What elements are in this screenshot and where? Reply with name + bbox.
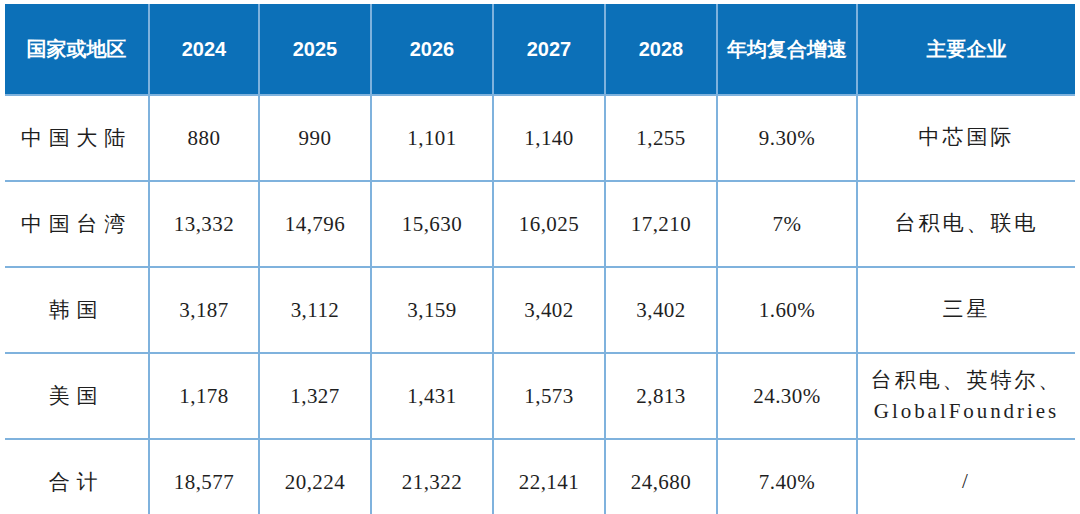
value-cell: 1,573 xyxy=(493,353,605,439)
value-cell: 3,187 xyxy=(149,267,259,353)
cagr-cell: 24.30% xyxy=(717,353,857,439)
value-cell: 2,813 xyxy=(605,353,717,439)
value-cell: 1,431 xyxy=(371,353,493,439)
header-cell-2028: 2028 xyxy=(605,4,717,95)
value-cell: 1,255 xyxy=(605,95,717,181)
value-cell: 21,322 xyxy=(371,439,493,514)
value-cell: 1,327 xyxy=(259,353,371,439)
header-cell-2026: 2026 xyxy=(371,4,493,95)
value-cell: 15,630 xyxy=(371,181,493,267)
value-cell: 880 xyxy=(149,95,259,181)
header-cell-2024: 2024 xyxy=(149,4,259,95)
value-cell: 1,101 xyxy=(371,95,493,181)
value-cell: 990 xyxy=(259,95,371,181)
region-cell: 韩国 xyxy=(5,267,149,353)
header-cell-region: 国家或地区 xyxy=(5,4,149,95)
cagr-cell: 9.30% xyxy=(717,95,857,181)
companies-cell: 中芯国际 xyxy=(857,95,1075,181)
value-cell: 24,680 xyxy=(605,439,717,514)
value-cell: 1,140 xyxy=(493,95,605,181)
header-row: 国家或地区 2024 2025 2026 2027 2028 年均复合增速 主要… xyxy=(5,4,1075,95)
companies-cell: / xyxy=(857,439,1075,514)
cagr-cell: 7% xyxy=(717,181,857,267)
value-cell: 20,224 xyxy=(259,439,371,514)
value-cell: 18,577 xyxy=(149,439,259,514)
value-cell: 22,141 xyxy=(493,439,605,514)
value-cell: 17,210 xyxy=(605,181,717,267)
region-cell: 美国 xyxy=(5,353,149,439)
value-cell: 3,112 xyxy=(259,267,371,353)
companies-cell: 三星 xyxy=(857,267,1075,353)
value-cell: 16,025 xyxy=(493,181,605,267)
value-cell: 14,796 xyxy=(259,181,371,267)
cagr-cell: 1.60% xyxy=(717,267,857,353)
header-cell-2027: 2027 xyxy=(493,4,605,95)
header-cell-companies: 主要企业 xyxy=(857,4,1075,95)
table-page: 国家或地区 2024 2025 2026 2027 2028 年均复合增速 主要… xyxy=(0,0,1080,514)
region-cell: 合计 xyxy=(5,439,149,514)
table-row-usa: 美国 1,178 1,327 1,431 1,573 2,813 24.30% … xyxy=(5,353,1075,439)
table-row-south-korea: 韩国 3,187 3,112 3,159 3,402 3,402 1.60% 三… xyxy=(5,267,1075,353)
value-cell: 3,402 xyxy=(605,267,717,353)
header-cell-cagr: 年均复合增速 xyxy=(717,4,857,95)
table-row-taiwan-china: 中国台湾 13,332 14,796 15,630 16,025 17,210 … xyxy=(5,181,1075,267)
companies-cell: 台积电、英特尔、GlobalFoundries xyxy=(857,353,1075,439)
foundry-forecast-table: 国家或地区 2024 2025 2026 2027 2028 年均复合增速 主要… xyxy=(5,4,1075,514)
value-cell: 3,159 xyxy=(371,267,493,353)
table-row-mainland-china: 中国大陆 880 990 1,101 1,140 1,255 9.30% 中芯国… xyxy=(5,95,1075,181)
value-cell: 13,332 xyxy=(149,181,259,267)
region-cell: 中国大陆 xyxy=(5,95,149,181)
value-cell: 1,178 xyxy=(149,353,259,439)
cagr-cell: 7.40% xyxy=(717,439,857,514)
value-cell: 3,402 xyxy=(493,267,605,353)
table-row-total: 合计 18,577 20,224 21,322 22,141 24,680 7.… xyxy=(5,439,1075,514)
region-cell: 中国台湾 xyxy=(5,181,149,267)
companies-cell: 台积电、联电 xyxy=(857,181,1075,267)
header-cell-2025: 2025 xyxy=(259,4,371,95)
